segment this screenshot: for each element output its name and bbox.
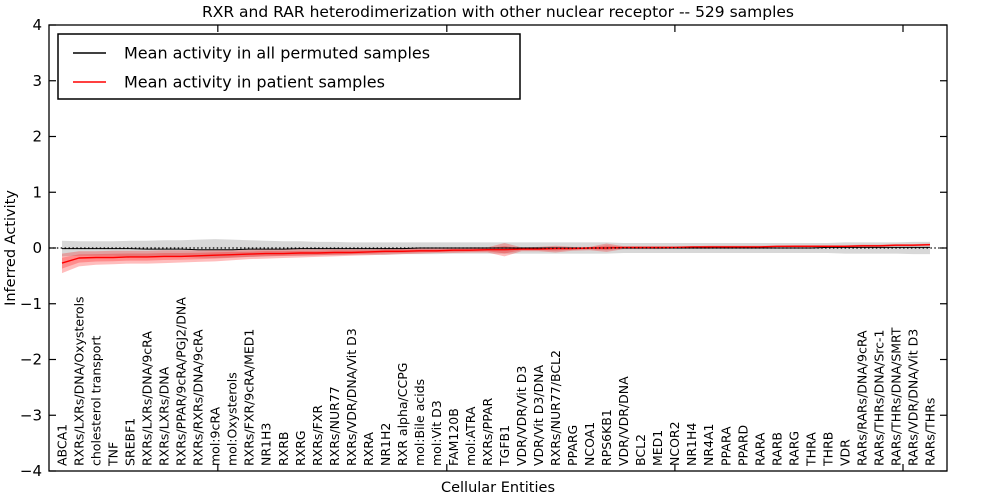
x-tick-label: RXRs/LXRs/DNA/Oxysterols: [72, 296, 87, 466]
x-tick-label: TNF: [106, 442, 121, 467]
x-tick-label: NR1H3: [259, 423, 274, 466]
x-tick-label: RARs/RARs/DNA/9cRA: [854, 330, 869, 466]
y-tick-label: 3: [32, 72, 42, 90]
y-tick-label: −4: [20, 462, 42, 480]
x-tick-label: RXRG: [293, 430, 308, 466]
x-tick-label: ABCA1: [55, 424, 70, 466]
x-tick-label: RXRs/LXRs/DNA/9cRA: [140, 331, 155, 466]
series-lines: [61, 244, 931, 264]
y-tick-label: 2: [32, 128, 42, 146]
band-series-1: [62, 243, 930, 274]
x-tick-label: FAM120B: [446, 408, 461, 466]
line-series-1: [61, 244, 931, 264]
x-tick-label: PPARD: [735, 425, 750, 466]
x-tick-label: RARs/VDR/DNA/Vit D3: [906, 329, 921, 466]
x-axis-label: Cellular Entities: [441, 480, 555, 496]
axis-ticks: [49, 24, 947, 472]
x-tick-label: RXRs/RXRs/DNA/9cRA: [191, 329, 206, 466]
x-tick-label: NR4A1: [701, 424, 716, 467]
x-tick-label: SREBF1: [123, 418, 138, 466]
x-tick-label: VDR/VDR/Vit D3: [514, 366, 529, 466]
x-tick-label: mol:Vit D3: [429, 400, 444, 466]
x-tick-label: PPARG: [565, 425, 580, 466]
x-tick-label: RARG: [786, 431, 801, 466]
y-tick-label: 1: [32, 183, 42, 201]
x-tick-label: MED1: [650, 430, 665, 466]
x-tick-label: TGFB1: [497, 425, 512, 467]
x-tick-label: RARs/THRs/DNA/SMRT: [889, 327, 904, 466]
y-tick-label: 4: [32, 16, 42, 34]
x-tick-label: RARB: [769, 432, 784, 466]
x-tick-label: RARs/THRs/DNA/Src-1: [871, 330, 886, 466]
x-tick-label: THRB: [820, 432, 835, 467]
x-tick-label: mol:9cRA: [208, 406, 223, 466]
chart-title: RXR and RAR heterodimerization with othe…: [202, 3, 794, 21]
x-tick-label: RXRs/NUR77: [327, 386, 342, 466]
x-tick-label: VDR/VDR/DNA: [616, 376, 631, 466]
legend: Mean activity in all permuted samples Mea…: [57, 33, 521, 100]
x-tick-label: RXRA: [361, 432, 376, 466]
legend-label: Mean activity in patient samples: [124, 73, 385, 92]
x-tick-label: RARs/THRs: [923, 398, 938, 466]
x-tick-label: BCL2: [633, 434, 648, 466]
x-tick-label: VDR/Vit D3/DNA: [531, 365, 546, 466]
legend-label: Mean activity in all permuted samples: [124, 44, 430, 63]
line-series-0: [62, 246, 930, 251]
y-axis-label: Inferred Activity: [3, 190, 19, 306]
y-tick-label: −3: [20, 406, 42, 424]
x-tick-label: RXRs/FXR/9cRA/MED1: [242, 329, 257, 466]
x-tick-label: VDR: [837, 439, 852, 466]
x-tick-label: RARA: [752, 432, 767, 466]
x-tick-labels: ABCA1 RXRs/LXRs/DNA/Oxysterols cholesterol…: [55, 296, 938, 467]
x-tick-label: PPARA: [718, 426, 733, 466]
x-tick-label: mol:Bile acids: [412, 379, 427, 466]
x-tick-label: RPS6KB1: [599, 409, 614, 466]
x-tick-label: RXR alpha/CCPG: [395, 363, 410, 466]
x-tick-label: NR1H2: [378, 423, 393, 466]
x-tick-label: RXRs/LXRs/DNA: [157, 366, 172, 466]
x-tick-label: mol:Oxysterols: [225, 372, 240, 466]
x-tick-label: NCOR2: [667, 421, 682, 466]
x-tick-label: RXRs/NUR77/BCL2: [548, 350, 563, 466]
y-tick-label: −2: [20, 351, 42, 369]
x-tick-label: NR1H4: [684, 423, 699, 466]
x-tick-label: RXRs/PPAR: [480, 398, 495, 466]
x-tick-label: RXRs/VDR/DNA/Vit D3: [344, 328, 359, 466]
x-tick-label: cholesterol transport: [89, 335, 104, 466]
x-tick-label: RXRB: [276, 431, 291, 466]
x-tick-label: NCOA1: [582, 422, 597, 466]
y-tick-label: −1: [20, 295, 42, 313]
y-tick-labels: 4 3 2 1 0 −1 −2 −3 −4: [20, 16, 42, 480]
x-tick-label: RXRs/FXR: [310, 405, 325, 466]
legend-box: [57, 33, 521, 100]
x-tick-label: mol:ATRA: [463, 406, 478, 466]
x-tick-label: RXRs/PPAR/9cRA/PGJ2/DNA: [174, 297, 189, 466]
y-tick-label: 0: [32, 239, 42, 257]
x-tick-label: THRA: [803, 432, 818, 467]
